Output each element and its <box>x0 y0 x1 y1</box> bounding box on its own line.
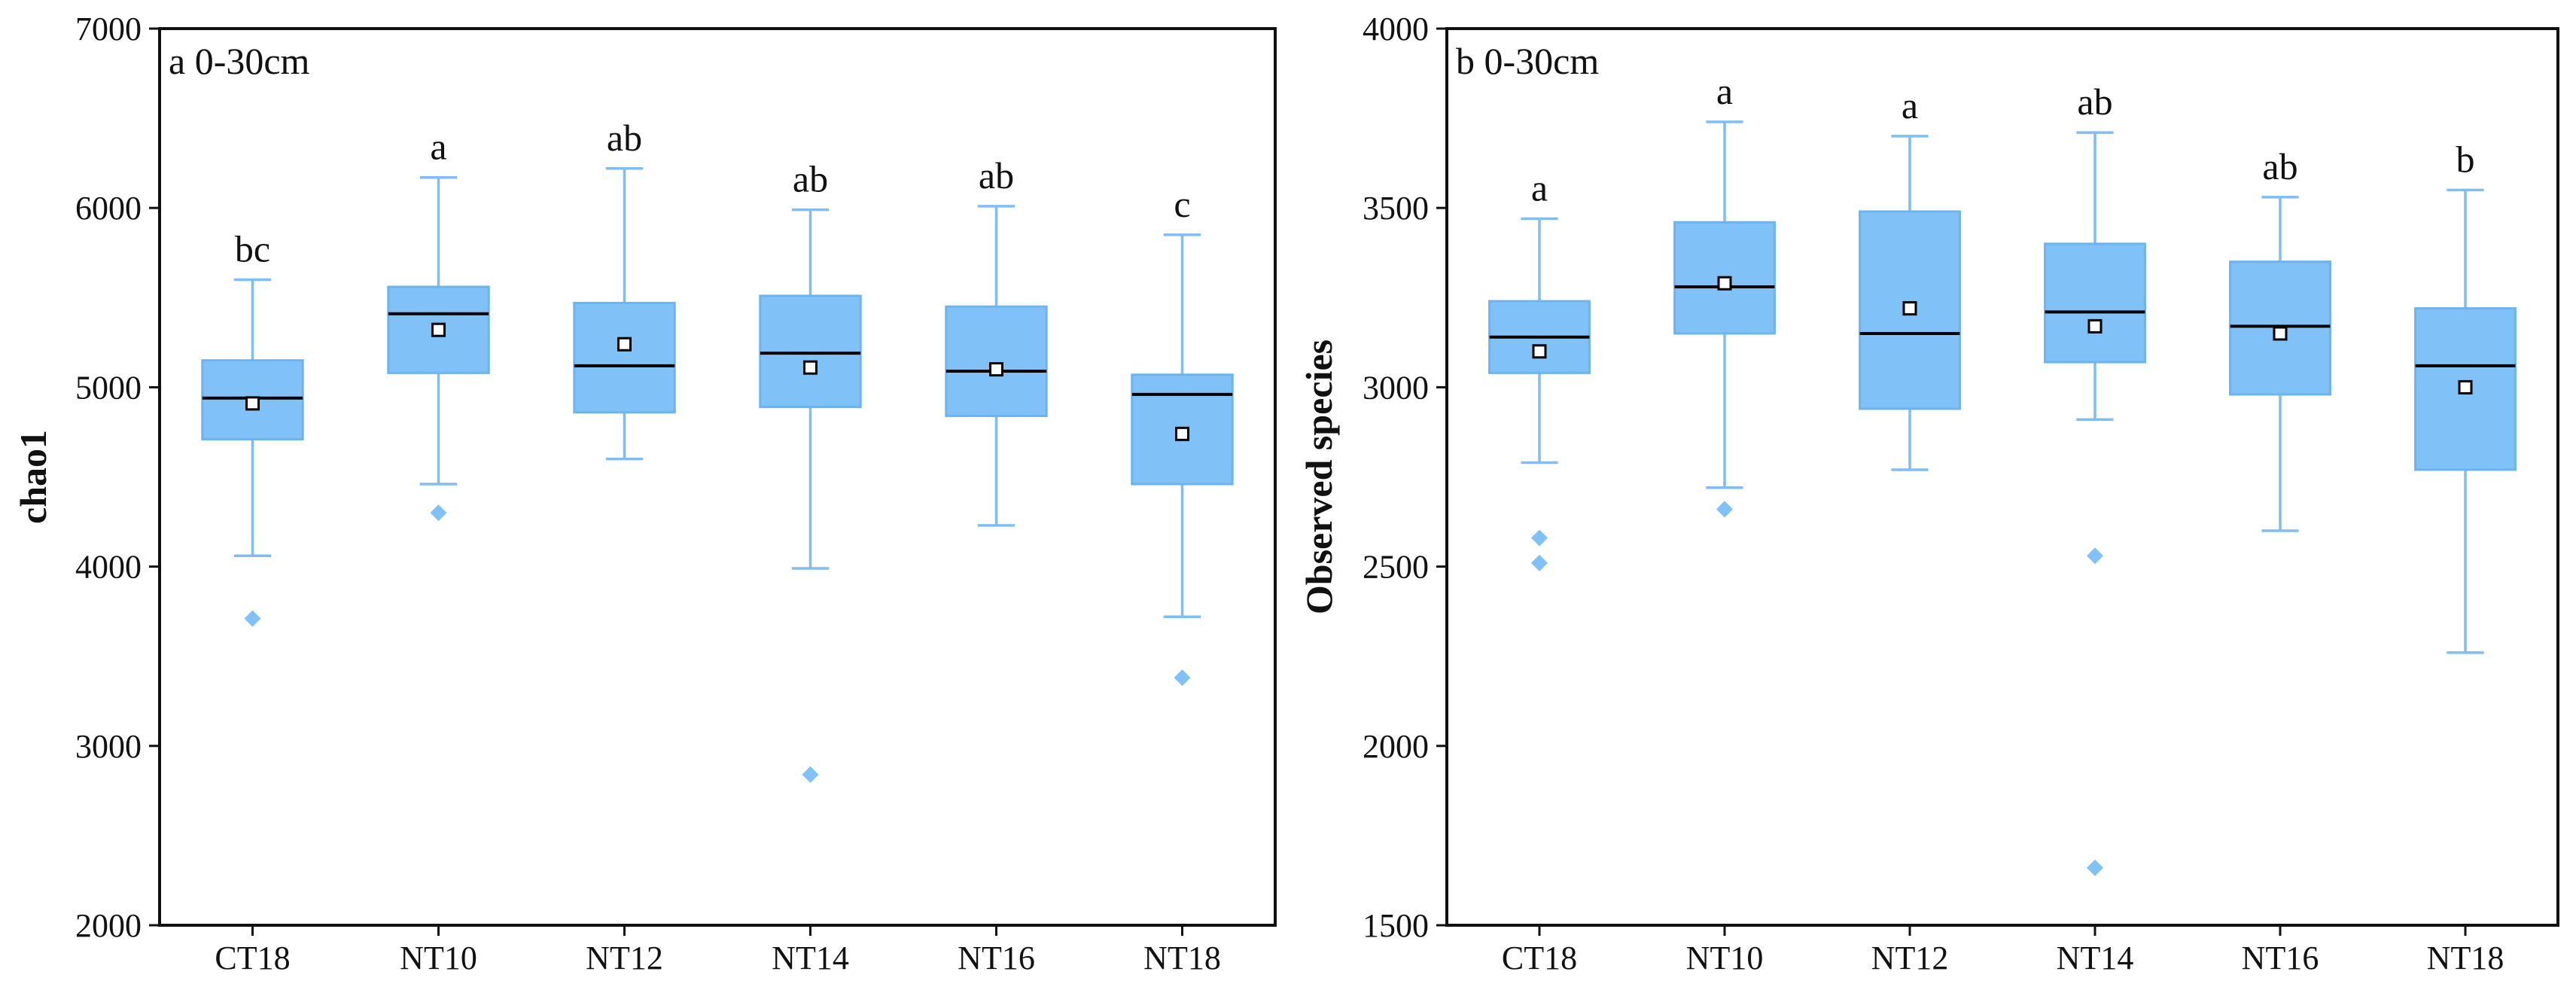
sig-label: b <box>2456 138 2475 180</box>
box-NT12: a <box>1859 84 1961 471</box>
box-NT14: ab <box>2044 81 2146 876</box>
mean-marker <box>617 337 632 352</box>
box-NT10: a <box>387 126 490 522</box>
y-tick-label: 2000 <box>75 907 142 944</box>
mean-marker <box>431 322 446 337</box>
box-CT18: bc <box>201 227 304 627</box>
outlier-point <box>2087 547 2103 565</box>
y-tick-label: 3000 <box>1363 369 1429 406</box>
box-NT10: a <box>1673 70 1776 518</box>
x-tick-label: NT16 <box>958 940 1035 976</box>
x-tick-label: NT12 <box>586 940 663 976</box>
mean-marker <box>2273 326 2288 341</box>
box-iqr <box>945 305 1048 418</box>
x-tick-label: NT14 <box>2057 940 2134 976</box>
mean-marker <box>803 360 818 375</box>
outlier-point <box>1716 501 1733 518</box>
mean-marker <box>1717 276 1732 291</box>
box-CT18: a <box>1488 166 1591 571</box>
outlier-point <box>802 766 819 783</box>
mean-marker <box>2087 318 2103 334</box>
x-tick-label: NT18 <box>2427 940 2504 976</box>
mean-marker <box>245 396 260 411</box>
y-tick-label: 1500 <box>1363 907 1429 944</box>
y-tick-label: 5000 <box>75 369 142 406</box>
sig-label: a <box>1531 166 1548 209</box>
x-tick-label: CT18 <box>215 940 290 976</box>
mean-marker <box>989 362 1003 377</box>
x-tick-label: NT18 <box>1143 940 1221 976</box>
y-tick-label: 7000 <box>75 11 142 47</box>
sig-label: a <box>1716 70 1733 112</box>
x-tick-label: NT10 <box>1686 940 1764 976</box>
box-iqr <box>759 294 862 409</box>
sig-label: ab <box>2262 145 2297 187</box>
sig-label: ab <box>2077 81 2112 123</box>
sig-label: bc <box>235 227 270 270</box>
axes-frame <box>158 27 1277 927</box>
sig-label: c <box>1174 183 1190 225</box>
y-axis-label: Observed species <box>1298 340 1340 614</box>
box-NT14: ab <box>759 158 862 783</box>
y-tick-label: 2500 <box>1363 549 1429 586</box>
outlier-point <box>430 504 447 522</box>
box-NT18: b <box>2414 138 2517 654</box>
x-tick-label: NT14 <box>772 940 849 976</box>
y-tick-label: 3500 <box>1363 190 1429 227</box>
outlier-point <box>1531 529 1548 547</box>
outlier-point <box>1531 554 1548 571</box>
box-NT16: ab <box>2229 145 2331 532</box>
box-NT12: ab <box>573 117 676 461</box>
x-tick-label: NT10 <box>400 940 477 976</box>
box-NT18: c <box>1131 183 1234 687</box>
mean-marker <box>1902 301 1917 316</box>
sig-label: a <box>430 126 446 168</box>
y-tick-label: 2000 <box>1363 728 1429 765</box>
chart-panel-a: bc a ab ab ab c 2000 3000 4000 5000 6000 7000 CT18 NT… <box>12 11 1277 976</box>
chart-panel-b: a a a ab ab b 1500 2000 2500 3000 3500 4000 CT18 NT10… <box>1298 11 2559 976</box>
sig-label: a <box>1902 84 1918 126</box>
x-tick-label: NT12 <box>1871 940 1949 976</box>
box-NT16: ab <box>945 154 1048 527</box>
panel-label: a 0-30cm <box>169 40 310 82</box>
mean-marker <box>1175 426 1189 441</box>
outlier-point <box>1174 669 1191 687</box>
y-tick-label: 4000 <box>1363 11 1429 47</box>
panel-label: b 0-30cm <box>1456 40 1599 82</box>
x-tick-label: NT16 <box>2242 940 2319 976</box>
outlier-point <box>244 610 261 627</box>
mean-marker <box>2458 379 2473 394</box>
sig-label: ab <box>607 117 642 159</box>
x-tick-label: CT18 <box>1502 940 1577 976</box>
sig-label: ab <box>979 154 1014 196</box>
y-tick-label: 3000 <box>75 728 142 765</box>
outlier-point <box>2087 859 2103 876</box>
y-axis-label: chao1 <box>12 430 54 524</box>
y-tick-label: 6000 <box>75 190 142 227</box>
box-iqr <box>2044 242 2146 364</box>
mean-marker <box>1532 344 1547 359</box>
box-iqr <box>573 301 676 414</box>
sig-label: ab <box>793 158 828 200</box>
y-tick-label: 4000 <box>75 549 142 586</box>
axes-frame <box>1445 27 2559 927</box>
